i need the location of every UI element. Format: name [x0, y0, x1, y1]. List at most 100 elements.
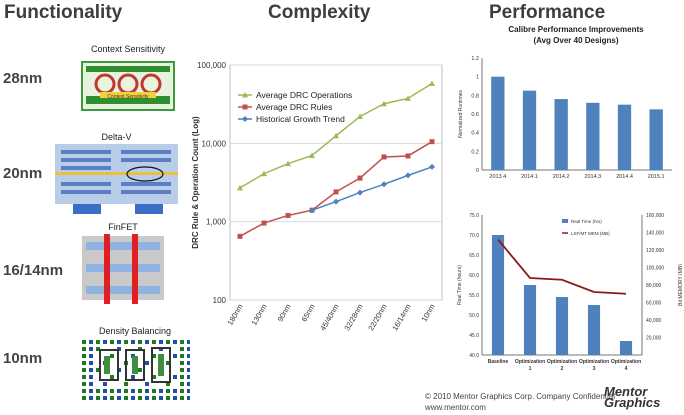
density-fill-dot	[103, 382, 107, 386]
x-tick-label: 65nm	[300, 303, 317, 324]
y-tick-label: 55.0	[469, 293, 479, 299]
density-fill-dot	[180, 389, 184, 393]
y-tick-label: 65.0	[469, 253, 479, 259]
x-tick-label: 90nm	[276, 303, 293, 324]
density-fill-dot	[82, 382, 86, 386]
density-fill-dot	[180, 368, 184, 372]
data-point	[333, 189, 339, 195]
x-tick-label: 2013.4	[489, 174, 506, 180]
bar	[617, 104, 632, 170]
density-fill-dot	[145, 340, 149, 344]
y2-tick-label: 160,000	[646, 213, 664, 219]
y-tick-label: 1	[476, 75, 479, 81]
footer-url[interactable]: www.mentor.com	[425, 403, 486, 412]
mentor-graphics-logo: Mentor Graphics	[604, 384, 661, 410]
density-fill-dot	[110, 389, 114, 393]
finfet-label: FinFET	[108, 222, 138, 232]
density-fill-dot	[110, 396, 114, 400]
context-sensitivity-label: Context Sensitivity	[90, 44, 166, 54]
node-label-28nm: 28nm	[3, 70, 43, 87]
node-label-20nm: 20nm	[3, 165, 43, 182]
performance-chart-title: Calibre Performance Improvements	[508, 25, 644, 34]
x-tick-label: Optimization	[547, 359, 577, 365]
data-point	[261, 170, 267, 177]
density-fill-dot	[89, 340, 93, 344]
density-fill-dot	[131, 340, 135, 344]
density-fill-dot	[187, 368, 190, 372]
density-fill-dot	[82, 340, 86, 344]
density-fill-dot	[180, 375, 184, 379]
density-fill-dot	[117, 340, 121, 344]
logo-line-2: Graphics	[604, 395, 661, 410]
x-tick-label: Baseline	[488, 359, 509, 365]
y2-tick-label: 80,000	[646, 283, 662, 289]
density-fill-dot	[187, 354, 190, 358]
density-fill-dot	[89, 361, 93, 365]
density-fill-dot	[180, 396, 184, 400]
data-point	[357, 189, 363, 196]
density-fill-dot	[124, 396, 128, 400]
density-fill-dot	[103, 389, 107, 393]
bar	[491, 76, 505, 170]
context-layout-graphic	[81, 61, 175, 111]
y-tick-label: 70.0	[469, 233, 479, 239]
y2-tick-label: 120,000	[646, 248, 664, 254]
y2-tick-label: 140,000	[646, 231, 664, 237]
data-point	[381, 154, 387, 160]
density-fill-dot	[159, 340, 163, 344]
complexity-heading: Complexity	[268, 2, 371, 23]
x-tick-label: 2014.1	[521, 174, 538, 180]
density-layout-graphic	[82, 340, 190, 400]
y-tick-label: 0.8	[471, 93, 479, 99]
logo-line-1: Mentor	[604, 384, 648, 399]
density-fill-dot	[187, 396, 190, 400]
data-point	[237, 184, 243, 191]
y-tick-label: 0.6	[471, 112, 479, 118]
x-tick-label: 32/28nm	[342, 303, 364, 333]
density-fill-dot	[131, 396, 135, 400]
y-tick-label: 40.0	[469, 353, 479, 359]
bar	[619, 341, 633, 355]
data-point	[381, 181, 387, 188]
bar	[587, 305, 601, 355]
density-fill-dot	[110, 354, 114, 358]
bar	[491, 235, 505, 355]
y2-tick-label: 60,000	[646, 301, 662, 307]
density-fill-dot	[89, 396, 93, 400]
data-point	[429, 80, 435, 87]
density-fill-dot	[82, 375, 86, 379]
y2-tick-label: 40,000	[646, 318, 662, 324]
x-tick-label: 2014.2	[553, 174, 570, 180]
density-fill-dot	[180, 340, 184, 344]
density-fill-dot	[131, 375, 135, 379]
y-tick-label: 10,000	[202, 139, 227, 148]
density-fill-dot	[166, 389, 170, 393]
functionality-heading: Functionality	[4, 2, 123, 23]
x-tick-label: 10nm	[420, 303, 437, 324]
data-point	[405, 95, 411, 101]
density-fill-dot	[117, 396, 121, 400]
density-fill-dot	[187, 382, 190, 386]
y-tick-label: 45.0	[469, 333, 479, 339]
density-fill-dot	[89, 347, 93, 351]
density-fill-dot	[96, 368, 100, 372]
data-point	[429, 139, 435, 145]
x-tick-label: Optimization	[515, 359, 545, 365]
density-fill-dot	[166, 361, 170, 365]
density-fill-dot	[117, 389, 121, 393]
density-fill-dot	[166, 396, 170, 400]
x-tick-label: 2015.1	[648, 174, 665, 180]
y-tick-label: 100,000	[197, 61, 226, 70]
x-tick-label: 4	[625, 366, 628, 372]
memory-line	[497, 238, 627, 295]
density-fill-dot	[180, 347, 184, 351]
y2-tick-label: 100,000	[646, 266, 664, 272]
x-tick-label: Optimization	[611, 359, 641, 365]
density-fill-dot	[82, 396, 86, 400]
density-fill-dot	[138, 396, 142, 400]
legend-label: Real Time (hrs)	[571, 219, 602, 224]
density-fill-dot	[173, 354, 177, 358]
density-fill-dot	[145, 361, 149, 365]
legend-label: Average DRC Operations	[256, 90, 352, 100]
x-tick-label: 1	[529, 366, 532, 372]
